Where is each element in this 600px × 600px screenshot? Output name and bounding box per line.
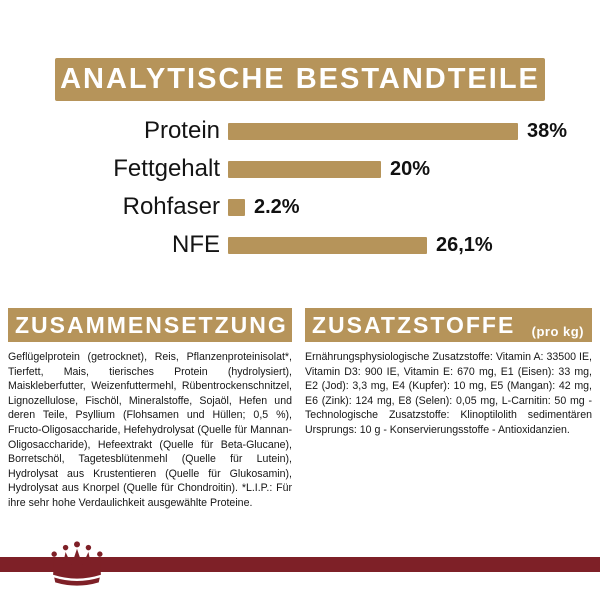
banner-title: ANALYTISCHE BESTANDTEILE [60,63,540,95]
chart-value-label: 2.2% [254,195,300,218]
chart-category-label: NFE [172,231,220,258]
additives-body-text: Ernährungsphysiologische Zusatzstoffe: V… [305,351,592,436]
chart-value-label: 38% [527,119,568,142]
chart-bar [228,122,518,140]
chart-bar [228,160,381,178]
additives-subtitle: (pro kg) [531,324,584,339]
chart-row: Fettgehalt 20% [8,150,592,188]
chart-row: NFE 26,1% [8,226,592,264]
bar-chart: Protein 38% Fettgehalt 20% Rohfaser 2.2% NFE 26… [8,112,592,264]
chart-bar [228,198,245,216]
crown-shape [51,541,103,586]
analytical-constituents-banner: ANALYTISCHE BESTANDTEILE [55,58,545,101]
royal-canin-crown-icon [51,541,103,586]
chart-category-label: Rohfaser [122,193,220,220]
chart-category-label: Protein [143,117,220,144]
composition-header: ZUSAMMENSETZUNG [8,308,292,342]
composition-title: ZUSAMMENSETZUNG [15,311,288,338]
chart-bar [228,236,427,254]
chart-value-label: 26,1% [436,233,493,256]
footer-red-stripe [0,557,600,572]
additives-title: ZUSATZSTOFFE [312,311,516,338]
chart-row: Protein 38% [8,112,592,150]
chart-row: Rohfaser 2.2% [8,188,592,226]
additives-header: ZUSATZSTOFFE (pro kg) [305,308,592,342]
composition-body-text: Geflügelprotein (getrocknet), Reis, Pfla… [8,351,292,509]
chart-value-label: 20% [390,157,431,180]
chart-category-label: Fettgehalt [113,155,220,182]
